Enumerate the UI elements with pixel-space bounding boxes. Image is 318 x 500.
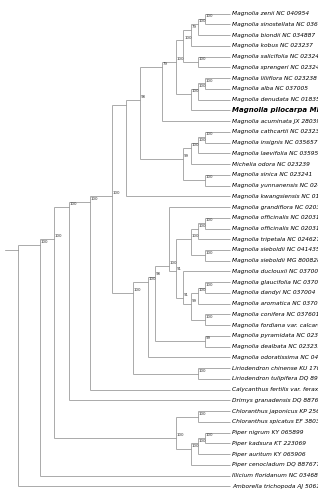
Text: 100: 100 [206,78,213,82]
Text: 100: 100 [206,433,213,437]
Text: 100: 100 [206,250,213,254]
Text: 100: 100 [191,234,199,238]
Text: Magnolia officinalis NC 020317: Magnolia officinalis NC 020317 [232,226,318,231]
Text: 100: 100 [198,288,206,292]
Text: 100: 100 [41,240,48,244]
Text: Magnolia zenii NC 040954: Magnolia zenii NC 040954 [232,11,309,16]
Text: Magnolia sieboldii NC 041435: Magnolia sieboldii NC 041435 [232,248,318,252]
Text: Magnolia fordiana var. calcarea MF 990562: Magnolia fordiana var. calcarea MF 99056… [232,322,318,328]
Text: 79: 79 [162,62,168,66]
Text: 100: 100 [191,444,199,448]
Text: Magnolia liliiflora NC 023238: Magnolia liliiflora NC 023238 [232,76,317,80]
Text: 100: 100 [191,90,199,94]
Text: 100: 100 [198,368,206,372]
Text: 98: 98 [141,94,146,98]
Text: Calycanthus fertilis var. ferax AJ 428413: Calycanthus fertilis var. ferax AJ 42841… [232,387,318,392]
Text: 100: 100 [206,132,213,136]
Text: Michelia odora NC 023239: Michelia odora NC 023239 [232,162,310,166]
Text: Magnolia kwangsiensis NC 015892: Magnolia kwangsiensis NC 015892 [232,194,318,199]
Text: 100: 100 [170,262,177,266]
Text: Chloranthus japonicus KP 256024: Chloranthus japonicus KP 256024 [232,408,318,414]
Text: 99: 99 [206,336,211,340]
Text: 100: 100 [198,438,206,442]
Text: 100: 100 [198,20,206,24]
Text: 100: 100 [206,282,213,286]
Text: 100: 100 [198,412,206,416]
Text: Liriodendron tulipifera DQ 899947: Liriodendron tulipifera DQ 899947 [232,376,318,382]
Text: 100: 100 [191,143,199,147]
Text: Amborella trichopoda AJ 506156: Amborella trichopoda AJ 506156 [232,484,318,489]
Text: Magnolia glaucifolia NC 037003: Magnolia glaucifolia NC 037003 [232,280,318,284]
Text: 100: 100 [148,278,156,281]
Text: 100: 100 [177,57,184,61]
Text: Piper auritum KY 065906: Piper auritum KY 065906 [232,452,306,456]
Text: Magnolia pyramidata NC 023236: Magnolia pyramidata NC 023236 [232,334,318,338]
Text: Magnolia denudata NC 018357: Magnolia denudata NC 018357 [232,97,318,102]
Text: 99: 99 [184,154,189,158]
Text: Magnolia sieboldii MG 800828: Magnolia sieboldii MG 800828 [232,258,318,263]
Text: Liriodendron chinense KU 170938: Liriodendron chinense KU 170938 [232,366,318,370]
Text: 100: 100 [55,234,62,238]
Text: 100: 100 [198,57,206,61]
Text: Magnolia duclouxii NC 037002: Magnolia duclouxii NC 037002 [232,269,318,274]
Text: Chloranthus spicatus EF 380352: Chloranthus spicatus EF 380352 [232,420,318,424]
Text: 100: 100 [206,218,213,222]
Text: 100: 100 [198,224,206,228]
Text: Magnolia kobus NC 023237: Magnolia kobus NC 023237 [232,44,313,49]
Text: Magnolia insignis NC 035657: Magnolia insignis NC 035657 [232,140,318,145]
Text: Piper nigrum KY 065899: Piper nigrum KY 065899 [232,430,304,435]
Text: 100: 100 [69,202,77,206]
Text: 100: 100 [134,288,142,292]
Text: 100: 100 [184,36,192,40]
Text: Magnolia tripetala NC 024627: Magnolia tripetala NC 024627 [232,237,318,242]
Text: Magnolia dealbata NC 023235: Magnolia dealbata NC 023235 [232,344,318,349]
Text: Magnolia salicifolia NC 023240: Magnolia salicifolia NC 023240 [232,54,318,59]
Text: 100: 100 [177,433,184,437]
Text: 100: 100 [198,138,206,141]
Text: Magnolia sprengeri NC 023242: Magnolia sprengeri NC 023242 [232,65,318,70]
Text: 100: 100 [198,84,206,88]
Text: Magnolia cathcartii NC 023234: Magnolia cathcartii NC 023234 [232,130,318,134]
Text: Magnolia conifera NC 037601: Magnolia conifera NC 037601 [232,312,318,317]
Text: Magnolia dandyi NC 037004: Magnolia dandyi NC 037004 [232,290,316,296]
Text: 98: 98 [156,272,160,276]
Text: Magnolia sinica NC 023241: Magnolia sinica NC 023241 [232,172,313,178]
Text: Magnolia grandiflora NC 020318: Magnolia grandiflora NC 020318 [232,204,318,210]
Text: Magnolia pilocarpa MH614308: Magnolia pilocarpa MH614308 [232,108,318,114]
Text: 91: 91 [184,294,189,298]
Text: 100: 100 [206,176,213,180]
Text: Magnolia yunnanensis NC 024545: Magnolia yunnanensis NC 024545 [232,183,318,188]
Text: Magnolia aromatica NC 037000: Magnolia aromatica NC 037000 [232,301,318,306]
Text: 99: 99 [191,299,196,303]
Text: 100: 100 [206,315,213,319]
Text: 100: 100 [112,192,120,196]
Text: Illicium floridanum NC 034685: Illicium floridanum NC 034685 [232,473,318,478]
Text: Piper kadsura KT 223069: Piper kadsura KT 223069 [232,441,306,446]
Text: Drimys granadensis DQ 887676: Drimys granadensis DQ 887676 [232,398,318,403]
Text: 91: 91 [177,266,182,270]
Text: 100: 100 [91,197,98,201]
Text: Magnolia alba NC 037005: Magnolia alba NC 037005 [232,86,308,92]
Text: 100: 100 [206,14,213,18]
Text: Magnolia officinalis NC 020316: Magnolia officinalis NC 020316 [232,216,318,220]
Text: Magnolia biondii NC 034887: Magnolia biondii NC 034887 [232,32,315,38]
Text: Magnolia acuminata JX 280391: Magnolia acuminata JX 280391 [232,118,318,124]
Text: 79: 79 [191,25,196,29]
Text: Magnolia odoratissima NC 042680: Magnolia odoratissima NC 042680 [232,355,318,360]
Text: Magnolia laevifolia NC 035956: Magnolia laevifolia NC 035956 [232,151,318,156]
Text: Magnolia sinostellata NC 036941: Magnolia sinostellata NC 036941 [232,22,318,27]
Text: Piper cenocladum DQ 887677: Piper cenocladum DQ 887677 [232,462,318,468]
